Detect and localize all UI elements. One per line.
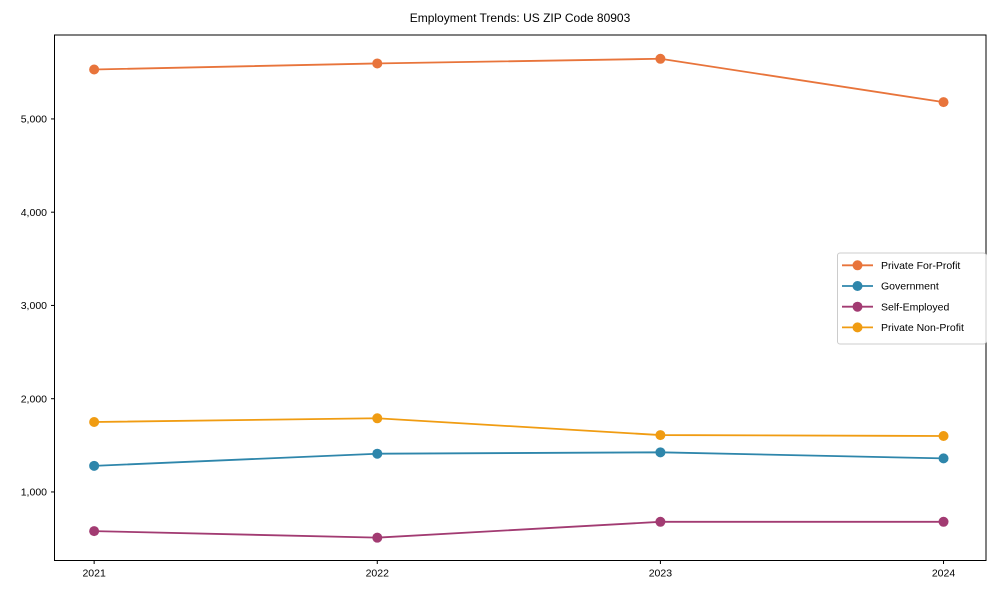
series-line-private-non-profit <box>93 417 945 437</box>
series-private-non-profit <box>89 413 949 442</box>
chart-title: Employment Trends: US ZIP Code 80903 <box>410 11 631 25</box>
legend-item-private-for-profit: Private For-Profit <box>842 260 960 272</box>
plot-area: 2021 2022 2023 2024 1,000 2,000 3,000 4,000 5,00… <box>21 34 987 580</box>
series-line-government <box>93 451 945 467</box>
data-point-private-non-profit-2024 <box>938 431 949 442</box>
data-point-private-non-profit-2023 <box>655 430 666 441</box>
y-tick-label-3000: 3,000 <box>21 300 47 312</box>
legend-label-private-for-profit: Private For-Profit <box>881 260 960 272</box>
y-tick-label-5000: 5,000 <box>21 114 47 126</box>
data-point-self-employed-2024 <box>938 516 949 527</box>
data-point-private-for-profit-2023 <box>655 53 666 64</box>
legend-label-private-non-profit: Private Non-Profit <box>881 322 964 334</box>
data-point-government-2023 <box>655 447 666 458</box>
y-tick-label-1000: 1,000 <box>21 487 47 499</box>
y-tick-label-4000: 4,000 <box>21 207 47 219</box>
data-point-self-employed-2021 <box>89 526 100 537</box>
data-point-private-for-profit-2021 <box>89 64 100 75</box>
legend-item-government: Government <box>842 281 939 293</box>
data-point-government-2024 <box>938 453 949 464</box>
data-point-private-for-profit-2024 <box>938 97 949 108</box>
x-tick-label-2021: 2021 <box>82 568 106 580</box>
data-point-private-non-profit-2022 <box>372 413 383 424</box>
legend-label-government: Government <box>881 281 939 293</box>
legend-item-private-non-profit: Private Non-Profit <box>842 322 964 334</box>
legend-marker-private-for-profit <box>852 260 863 271</box>
series-line-self-employed <box>93 520 945 539</box>
legend-box <box>837 252 987 345</box>
data-point-private-for-profit-2022 <box>372 58 383 69</box>
legend-item-self-employed: Self-Employed <box>842 301 949 313</box>
series-line-private-for-profit <box>93 57 945 104</box>
data-point-private-non-profit-2021 <box>89 417 100 428</box>
x-tick-label-2024: 2024 <box>932 568 956 580</box>
legend: Private For-Profit Government Self-Employe… <box>837 252 987 345</box>
legend-marker-private-non-profit <box>852 322 863 333</box>
series-private-for-profit <box>89 53 949 108</box>
series-government <box>89 447 949 471</box>
data-point-self-employed-2022 <box>372 532 383 543</box>
data-point-government-2021 <box>89 460 100 471</box>
y-tick-label-2000: 2,000 <box>21 393 47 405</box>
legend-label-self-employed: Self-Employed <box>881 301 949 313</box>
data-point-self-employed-2023 <box>655 516 666 527</box>
series-self-employed <box>89 516 949 543</box>
data-point-government-2022 <box>372 448 383 459</box>
x-tick-label-2023: 2023 <box>649 568 673 580</box>
legend-marker-government <box>852 281 863 291</box>
x-tick-label-2022: 2022 <box>366 568 390 580</box>
legend-marker-self-employed <box>852 301 863 312</box>
